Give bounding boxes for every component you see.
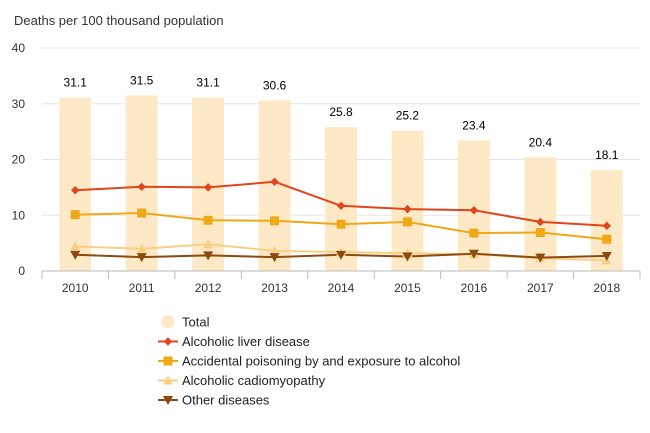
legend-label: Alcoholic liver disease [182,334,310,349]
bar-value-label: 20.4 [529,135,553,149]
x-tick-labels: 2010 2011 2012 2013 2014 2015 2016 2017 2018 [62,281,621,295]
y-tick-label: 40 [12,41,26,55]
data-point [403,204,412,214]
axes [41,270,641,279]
data-point [137,182,146,192]
x-tick-label: 2010 [62,281,89,295]
data-point [136,243,147,253]
data-point [535,228,545,238]
x-tick-label: 2016 [461,281,488,295]
legend-label: Alcoholic cadiomyopathy [182,373,326,388]
x-tick-label: 2012 [195,281,222,295]
data-point [469,206,479,215]
data-point [269,245,280,255]
bar-total [325,127,357,271]
data-point [336,201,346,210]
data-point [270,177,279,186]
data-point [70,210,80,220]
y-axis-title: Deaths per 100 thousand population [14,13,224,28]
legend-label: Other diseases [182,393,270,408]
bar-value-label: 31.1 [64,76,88,90]
data-point [468,249,479,259]
x-tick-label: 2014 [328,281,355,295]
legend-marker [163,337,173,346]
series-markers [70,177,612,265]
legend-label: Accidental poisoning by and exposure to … [182,354,460,369]
legend-label: Total [182,315,210,330]
y-tick-label: 0 [18,264,25,278]
bar-total [524,157,557,271]
bar-value-label: 25.2 [396,109,420,123]
data-point [269,253,280,263]
data-point [136,253,147,263]
total-bars [59,95,623,272]
data-point [203,251,214,261]
data-point [469,228,479,238]
legend-marker [163,356,173,366]
data-point [402,252,413,262]
data-point [402,217,412,227]
y-tick-labels: 0 10 20 30 40 [12,41,26,278]
legend: Total Alcoholic liver disease Accidental p… [158,315,460,408]
x-tick-label: 2013 [261,281,288,295]
bar-value-label: 31.5 [130,73,154,87]
data-point [270,216,280,226]
bar-value-label: 31.1 [196,76,220,90]
bar-value-labels: 31.1 31.5 31.1 30.6 25.8 25.2 23.4 20.4 18.1 [64,73,619,162]
legend-marker [163,396,173,405]
data-point [203,239,214,249]
data-point [602,221,611,231]
data-point [601,251,612,261]
data-point [70,250,81,260]
data-point [203,183,213,192]
data-point [536,217,545,227]
data-point [336,219,346,229]
bar-value-label: 18.1 [595,148,619,162]
bar-value-label: 30.6 [263,78,287,92]
y-tick-label: 20 [12,153,26,167]
x-tick-label: 2015 [394,281,421,295]
y-tick-label: 30 [12,97,26,111]
bar-total [391,130,424,271]
legend-marker [163,375,173,385]
x-tick-label: 2017 [527,281,554,295]
data-point [137,208,147,218]
bar-value-label: 25.8 [329,105,353,119]
data-point [602,234,612,244]
bar-total [457,140,490,271]
bar-value-label: 23.4 [462,119,486,133]
data-point [70,241,81,251]
y-tick-label: 10 [12,208,26,222]
data-point [203,215,213,225]
x-tick-label: 2011 [129,281,155,295]
data-point [336,250,346,260]
data-point [71,185,80,195]
data-point [535,253,546,263]
legend-symbol [161,315,175,329]
x-tick-label: 2018 [593,281,620,295]
